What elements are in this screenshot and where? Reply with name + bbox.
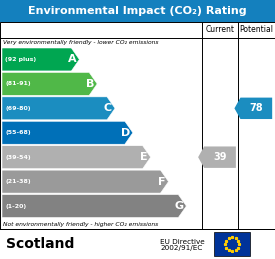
- Polygon shape: [2, 73, 97, 95]
- Text: Not environmentally friendly - higher CO₂ emissions: Not environmentally friendly - higher CO…: [3, 222, 158, 227]
- Bar: [0, 229, 275, 259]
- Text: Very environmentally friendly - lower CO₂ emissions: Very environmentally friendly - lower CO…: [3, 40, 158, 45]
- Text: G: G: [175, 201, 184, 211]
- Text: (21-38): (21-38): [5, 179, 31, 184]
- Polygon shape: [2, 48, 79, 71]
- Text: (1-20): (1-20): [5, 204, 26, 208]
- Text: A: A: [68, 54, 77, 64]
- Polygon shape: [2, 195, 186, 218]
- Text: D: D: [121, 128, 130, 138]
- Text: Scotland: Scotland: [6, 237, 74, 251]
- Text: Environmental Impact (CO₂) Rating: Environmental Impact (CO₂) Rating: [28, 6, 247, 16]
- Text: (92 plus): (92 plus): [5, 57, 36, 62]
- Bar: [0, 0, 275, 22]
- Text: (81-91): (81-91): [5, 81, 31, 87]
- Text: 39: 39: [213, 152, 227, 162]
- Text: Current: Current: [205, 25, 235, 34]
- Text: (69-80): (69-80): [5, 106, 31, 111]
- Bar: [0, 22, 275, 229]
- Text: F: F: [158, 177, 165, 186]
- Text: EU Directive: EU Directive: [160, 239, 205, 245]
- Text: 78: 78: [249, 103, 263, 113]
- Polygon shape: [198, 146, 236, 168]
- Polygon shape: [2, 170, 169, 193]
- Text: E: E: [140, 152, 147, 162]
- Bar: [214, 232, 250, 256]
- Text: Potential: Potential: [239, 25, 273, 34]
- Text: (55-68): (55-68): [5, 130, 31, 135]
- Text: 2002/91/EC: 2002/91/EC: [160, 245, 202, 251]
- Text: B: B: [86, 79, 94, 89]
- Text: C: C: [104, 103, 112, 113]
- Text: (39-54): (39-54): [5, 155, 31, 160]
- Polygon shape: [2, 97, 115, 120]
- Polygon shape: [2, 121, 133, 144]
- Polygon shape: [2, 146, 151, 169]
- Polygon shape: [234, 98, 272, 119]
